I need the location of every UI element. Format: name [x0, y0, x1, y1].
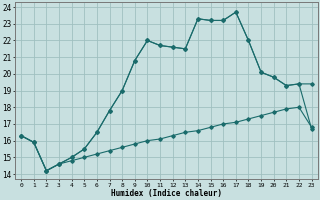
X-axis label: Humidex (Indice chaleur): Humidex (Indice chaleur): [111, 189, 222, 198]
